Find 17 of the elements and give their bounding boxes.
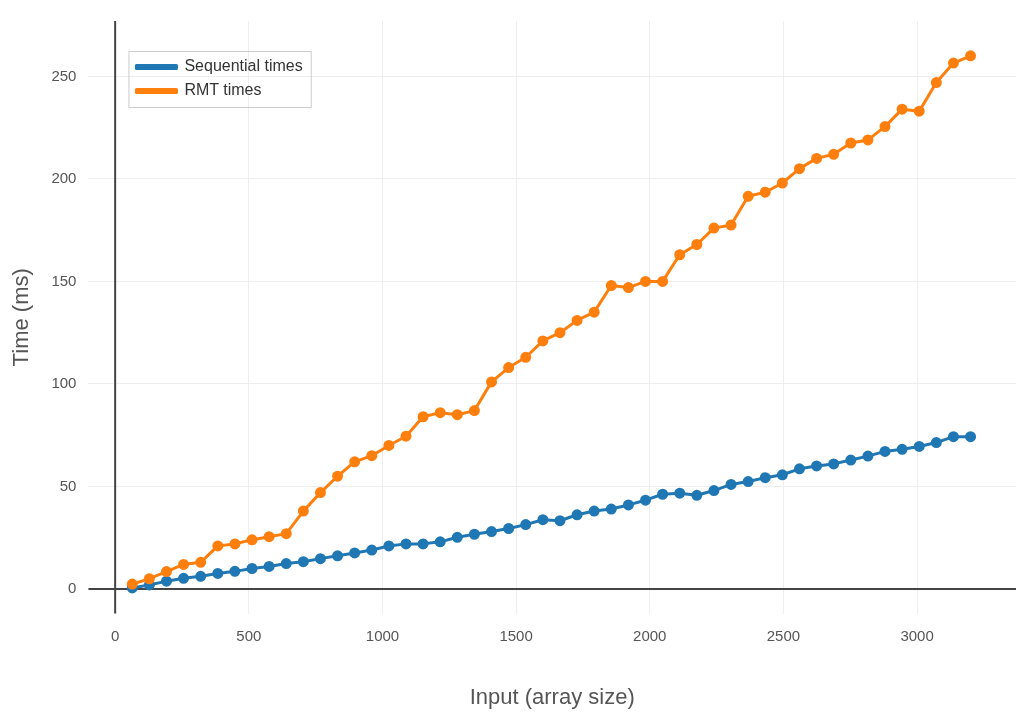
x-tick-label: 1000 [365,626,400,644]
legend-label: Sequential times [184,57,303,75]
x-axis-title: Input (array size) [469,683,635,709]
legend-label: RMT times [184,81,262,99]
x-tick-label: 2000 [633,626,667,644]
y-tick-label: 150 [51,271,77,289]
x-tick-label: 1500 [499,626,533,644]
x-tick-label: 0 [110,626,120,644]
y-tick-label: 200 [51,169,77,187]
y-axis-title: Time (ms) [8,268,34,367]
x-tick-label: 500 [236,626,262,644]
x-tick-label: 3000 [900,626,934,644]
y-tick-label: 0 [68,579,77,597]
y-tick-label: 250 [51,66,77,84]
y-tick-label: 100 [51,374,77,392]
y-tick-label: 50 [59,476,77,494]
x-tick-label: 2500 [766,626,801,644]
